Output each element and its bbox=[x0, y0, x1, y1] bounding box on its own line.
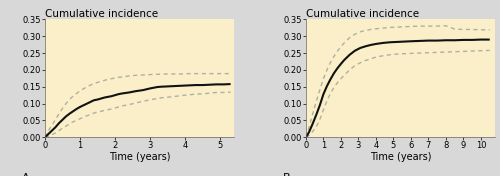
X-axis label: Time (years): Time (years) bbox=[109, 152, 170, 162]
Text: B: B bbox=[283, 173, 291, 176]
Text: Cumulative incidence: Cumulative incidence bbox=[306, 9, 419, 19]
Text: Cumulative incidence: Cumulative incidence bbox=[45, 9, 158, 19]
Text: A: A bbox=[22, 173, 30, 176]
X-axis label: Time (years): Time (years) bbox=[370, 152, 431, 162]
